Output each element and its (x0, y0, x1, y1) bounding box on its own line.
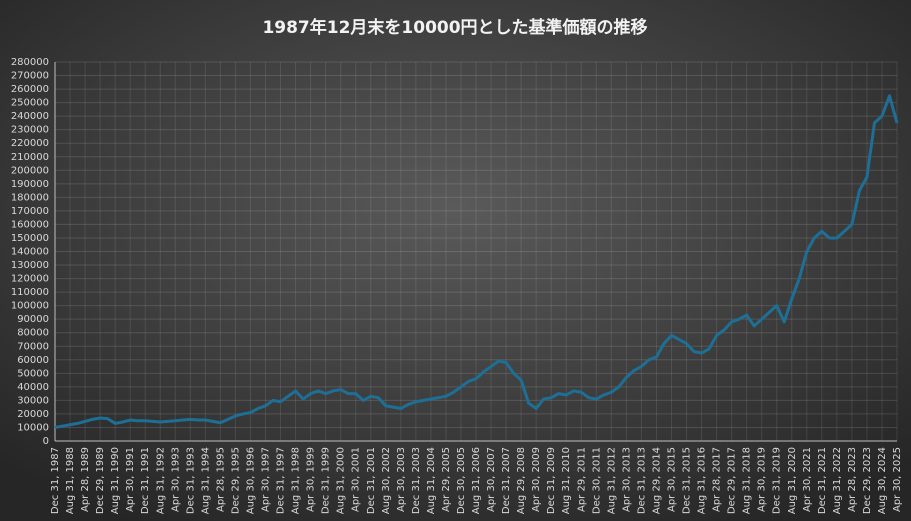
x-tick-label: Aug 29, 2008 (516, 447, 527, 514)
x-tick-label: Aug 31, 2022 (832, 447, 843, 514)
y-tick-label: 60000 (17, 355, 49, 366)
x-tick-label: Aug 31, 2004 (426, 447, 437, 514)
x-tick-label: Apr 28, 2023 (847, 447, 858, 512)
y-tick-label: 130000 (11, 260, 49, 271)
x-tick-label: Dec 31, 2013 (636, 447, 647, 514)
x-tick-label: Dec 31, 2019 (772, 447, 783, 514)
x-tick-label: Dec 30, 2005 (456, 447, 467, 514)
y-tick-label: 20000 (17, 409, 49, 420)
y-tick-label: 30000 (17, 395, 49, 406)
x-tick-label: Apr 30, 1993 (170, 447, 181, 512)
x-tick-label: Aug 31, 1992 (155, 447, 166, 514)
y-tick-label: 180000 (11, 192, 49, 203)
x-tick-label: Dec 29, 1995 (230, 447, 241, 514)
x-tick-label: Dec 30, 2011 (591, 447, 602, 514)
x-tick-label: Dec 31, 1987 (50, 447, 61, 514)
y-tick-label: 50000 (17, 368, 49, 379)
x-tick-label: Apr 30, 2019 (757, 447, 768, 512)
x-tick-label: Aug 29, 2014 (651, 447, 662, 514)
y-tick-label: 110000 (11, 287, 49, 298)
y-tick-label: 270000 (11, 71, 49, 82)
x-tick-label: Dec 31, 2015 (682, 447, 693, 514)
x-tick-label: Apr 30, 2007 (486, 447, 497, 512)
x-tick-label: Aug 30, 2024 (877, 447, 888, 514)
x-tick-label: Aug 30, 2002 (381, 447, 392, 514)
series-line (54, 94, 899, 429)
x-tick-label: Aug 31, 2016 (697, 447, 708, 514)
x-tick-label: Apr 30, 2001 (351, 447, 362, 512)
x-tick-label: Aug 31, 2006 (471, 447, 482, 514)
x-tick-label: Apr 30, 1999 (306, 447, 317, 512)
y-tick-label: 150000 (11, 233, 49, 244)
y-tick-label: 70000 (17, 341, 49, 352)
y-tick-label: 190000 (11, 179, 49, 190)
x-tick-label: Apr 28, 2017 (712, 447, 723, 512)
x-tick-label: Dec 31, 1991 (140, 447, 151, 514)
y-tick-label: 220000 (11, 138, 49, 149)
chart-title: 1987年12月末を10000円とした基準価額の推移 (262, 17, 647, 38)
x-tick-label: Apr 28, 1989 (80, 447, 91, 512)
x-tick-label: Aug 31, 1998 (291, 447, 302, 514)
x-tick-label: Apr 29, 2011 (576, 447, 587, 512)
y-tick-label: 0 (43, 436, 49, 447)
x-tick-label: Aug 31, 1990 (110, 447, 121, 514)
x-tick-label: Dec 31, 1993 (185, 447, 196, 514)
y-tick-label: 250000 (11, 98, 49, 109)
x-tick-label: Dec 31, 1999 (321, 447, 332, 514)
x-tick-label: Dec 31, 2009 (546, 447, 557, 514)
x-tick-label: Aug 31, 2000 (336, 447, 347, 514)
x-tick-label: Aug 30, 1996 (245, 447, 256, 514)
y-tick-label: 210000 (11, 152, 49, 163)
y-tick-label: 40000 (17, 382, 49, 393)
x-tick-label: Dec 29, 2017 (727, 447, 738, 514)
x-tick-label: Apr 30, 2015 (666, 447, 677, 512)
y-tick-label: 260000 (11, 84, 49, 95)
x-tick-label: Dec 29, 2023 (862, 447, 873, 514)
x-tick-label: Apr 30, 2003 (396, 447, 407, 512)
y-tick-label: 120000 (11, 274, 49, 285)
x-tick-label: Dec 31, 2007 (501, 447, 512, 514)
y-tick-label: 240000 (11, 111, 49, 122)
x-tick-label: Dec 31, 2001 (366, 447, 377, 514)
y-tick-label: 80000 (17, 328, 49, 339)
y-tick-label: 10000 (17, 422, 49, 433)
x-tick-label: Dec 31, 1997 (276, 447, 287, 514)
x-tick-label: Apr 30, 1997 (261, 447, 272, 512)
y-tick-label: 280000 (11, 57, 49, 68)
x-tick-label: Dec 31, 2003 (411, 447, 422, 514)
x-tick-label: Aug 31, 2018 (742, 447, 753, 514)
x-tick-label: Apr 30, 2009 (531, 447, 542, 512)
x-tick-label: Apr 30, 2021 (802, 447, 813, 512)
x-tick-label: Apr 29, 2005 (441, 447, 452, 512)
y-tick-label: 170000 (11, 206, 49, 217)
x-tick-label: Aug 31, 2010 (561, 447, 572, 514)
x-tick-label: Aug 31, 1994 (200, 447, 211, 514)
y-tick-label: 100000 (11, 301, 49, 312)
x-tick-label: Dec 31, 2021 (817, 447, 828, 514)
x-tick-label: Apr 30, 1991 (125, 447, 136, 512)
x-tick-label: Apr 30, 2025 (892, 447, 903, 512)
x-tick-label: Dec 29, 1989 (95, 447, 106, 514)
y-tick-label: 160000 (11, 219, 49, 230)
x-tick-label: Aug 31, 2020 (787, 447, 798, 514)
x-tick-label: Aug 31, 2012 (606, 447, 617, 514)
x-tick-label: Apr 30, 2013 (621, 447, 632, 512)
y-tick-label: 90000 (17, 314, 49, 325)
x-tick-label: Apr 28, 1995 (215, 447, 226, 512)
y-tick-label: 200000 (11, 165, 49, 176)
y-tick-label: 230000 (11, 125, 49, 136)
x-tick-label: Aug 31, 1988 (65, 447, 76, 514)
y-tick-label: 140000 (11, 247, 49, 258)
